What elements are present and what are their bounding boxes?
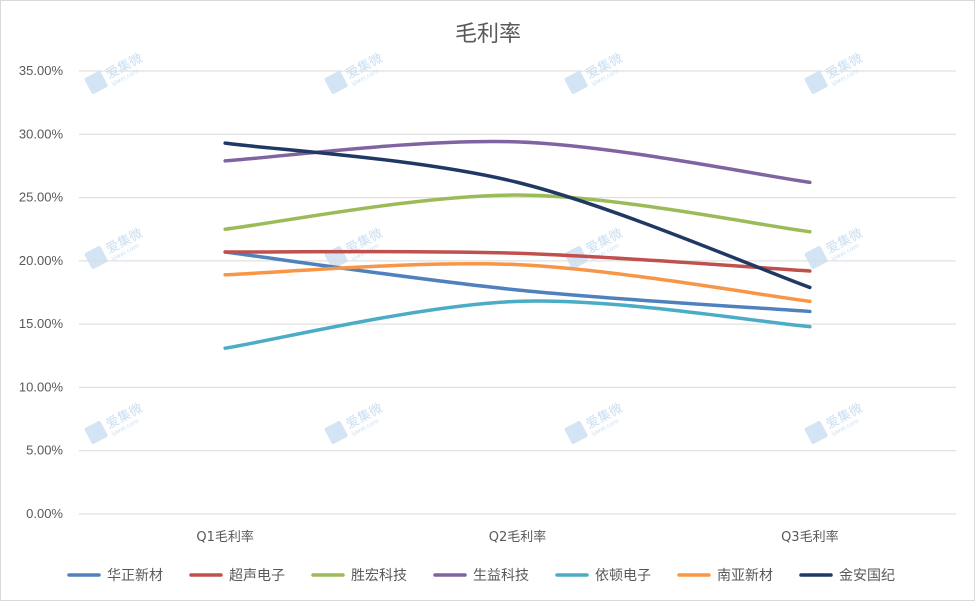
x-axis-category-labels: Q1毛利率 Q2毛利率 Q3毛利率 xyxy=(196,529,838,545)
x-category-label: Q1毛利率 xyxy=(196,529,254,545)
chart-title: 毛利率 xyxy=(455,22,521,47)
y-tick-label: 35.00% xyxy=(19,63,64,78)
legend-item: 生益科技 xyxy=(433,568,529,584)
legend-label: 华正新材 xyxy=(107,568,163,584)
legend-label: 超声电子 xyxy=(229,568,285,584)
y-tick-label: 25.00% xyxy=(19,190,64,205)
legend-item: 胜宏科技 xyxy=(311,568,407,584)
series-line-依顿电子 xyxy=(223,299,812,350)
y-tick-label: 0.00% xyxy=(26,506,63,521)
y-axis-tick-labels: 0.00% 5.00% 10.00% 15.00% 20.00% 25.00% 30.00%… xyxy=(19,63,64,521)
legend-label: 依顿电子 xyxy=(595,568,651,584)
series-line-华正新材 xyxy=(223,250,812,314)
legend-item: 超声电子 xyxy=(189,568,285,584)
y-tick-label: 20.00% xyxy=(19,253,64,268)
series-line-胜宏科技 xyxy=(223,193,812,234)
legend-label: 金安国纪 xyxy=(839,568,895,584)
legend: 华正新材 超声电子 胜宏科技 生益科技 依顿电子 南亚新材 金安国纪 xyxy=(67,568,895,584)
y-tick-label: 10.00% xyxy=(19,379,64,394)
legend-item: 金安国纪 xyxy=(799,568,895,584)
legend-label: 南亚新材 xyxy=(717,568,773,584)
series-line-南亚新材 xyxy=(223,261,812,304)
y-tick-label: 15.00% xyxy=(19,316,64,331)
x-category-label: Q2毛利率 xyxy=(489,529,547,545)
gridlines xyxy=(79,70,956,515)
legend-label: 生益科技 xyxy=(473,568,529,584)
series-line-超声电子 xyxy=(223,249,812,273)
series-line-生益科技 xyxy=(223,139,812,185)
y-tick-label: 30.00% xyxy=(19,126,64,141)
legend-item: 依顿电子 xyxy=(555,568,651,584)
legend-item: 华正新材 xyxy=(67,568,163,584)
series-lines xyxy=(223,139,812,350)
legend-label: 胜宏科技 xyxy=(351,568,407,584)
y-tick-label: 5.00% xyxy=(26,443,63,458)
series-line-金安国纪 xyxy=(223,141,812,290)
x-category-label: Q3毛利率 xyxy=(781,529,839,545)
legend-item: 南亚新材 xyxy=(677,568,773,584)
